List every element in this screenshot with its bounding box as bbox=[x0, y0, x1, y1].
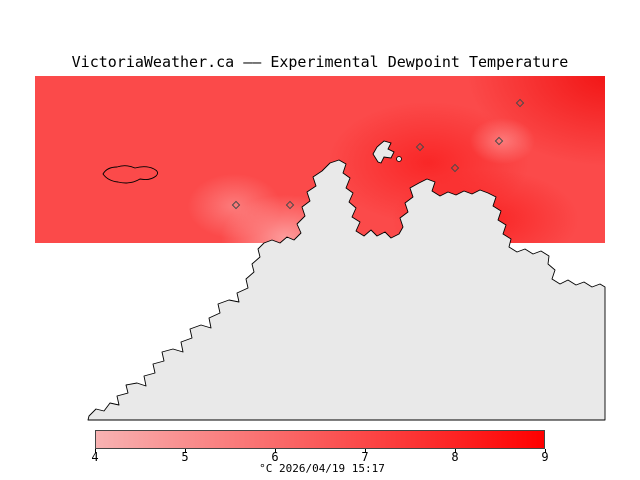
colorbar-tick-label: 7 bbox=[361, 450, 369, 464]
colorbar-tick-label: 4 bbox=[91, 450, 99, 464]
colorbar-tick-label: 8 bbox=[451, 450, 459, 464]
timestamp-label: 2026/04/19 15:17 bbox=[278, 462, 385, 475]
colorbar-tick bbox=[365, 449, 366, 453]
colorbar-caption: °C 2026/04/19 15:17 bbox=[259, 462, 385, 475]
colorbar-tick bbox=[95, 449, 96, 453]
colorbar-tick bbox=[545, 449, 546, 453]
colorbar-tick bbox=[275, 449, 276, 453]
colorbar bbox=[95, 430, 545, 449]
colorbar-tick-label: 9 bbox=[541, 450, 549, 464]
colorbar-tick-label: 5 bbox=[181, 450, 189, 464]
colorbar-tick-label: 6 bbox=[271, 450, 279, 464]
colorbar-tick bbox=[185, 449, 186, 453]
dewpoint-field bbox=[35, 76, 605, 243]
unit-label: °C bbox=[259, 462, 273, 475]
colorbar-tick bbox=[455, 449, 456, 453]
page-title: VictoriaWeather.ca —— Experimental Dewpo… bbox=[71, 53, 569, 71]
